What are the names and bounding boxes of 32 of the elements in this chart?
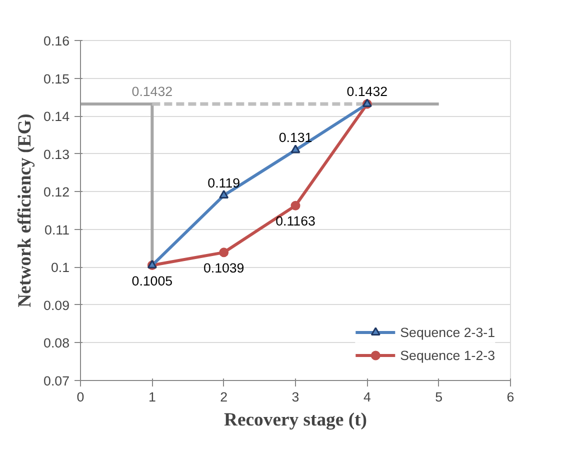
data-label: 0.119 bbox=[208, 175, 240, 190]
data-label: 0.1005 bbox=[132, 273, 173, 288]
y-axis-title: Network efficiency (EG) bbox=[14, 114, 36, 308]
data-label: 0.1039 bbox=[203, 260, 244, 276]
data-label: 0.1163 bbox=[276, 214, 316, 229]
point bbox=[290, 144, 300, 154]
data-label: 0.131 bbox=[278, 130, 312, 146]
data-label: 0.1432 bbox=[132, 84, 173, 99]
x-tick-label: 0 bbox=[76, 390, 84, 404]
y-tick-label: 0.1 bbox=[50, 260, 70, 276]
x-tick-label: 1 bbox=[148, 390, 156, 404]
y-tick-label: 0.08 bbox=[44, 336, 70, 351]
y-tick-label: 0.14 bbox=[44, 109, 70, 124]
x-tick-label: 2 bbox=[220, 390, 228, 404]
x-tick-label: 4 bbox=[363, 390, 372, 404]
y-tick-label: 0.13 bbox=[44, 146, 70, 162]
y-tick-label: 0.16 bbox=[44, 34, 70, 48]
legend-label: Sequence 2-3-1 bbox=[400, 324, 495, 340]
x-tick-label: 3 bbox=[292, 390, 300, 404]
legend-label: Sequence 1-2-3 bbox=[400, 348, 495, 362]
y-tick-label: 0.09 bbox=[44, 298, 70, 313]
y-tick-label: 0.11 bbox=[44, 222, 70, 238]
point bbox=[219, 248, 229, 258]
data-label: 0.1432 bbox=[346, 84, 388, 99]
point bbox=[219, 190, 229, 198]
x-axis-title: Recovery stage (t) bbox=[224, 410, 367, 430]
x-tick-label: 6 bbox=[506, 390, 514, 404]
y-tick-label: 0.12 bbox=[44, 184, 70, 200]
y-tick-label: 0.07 bbox=[44, 374, 70, 388]
x-tick-label: 5 bbox=[435, 390, 443, 404]
y-tick-label: 0.15 bbox=[44, 71, 70, 86]
point bbox=[290, 200, 300, 210]
